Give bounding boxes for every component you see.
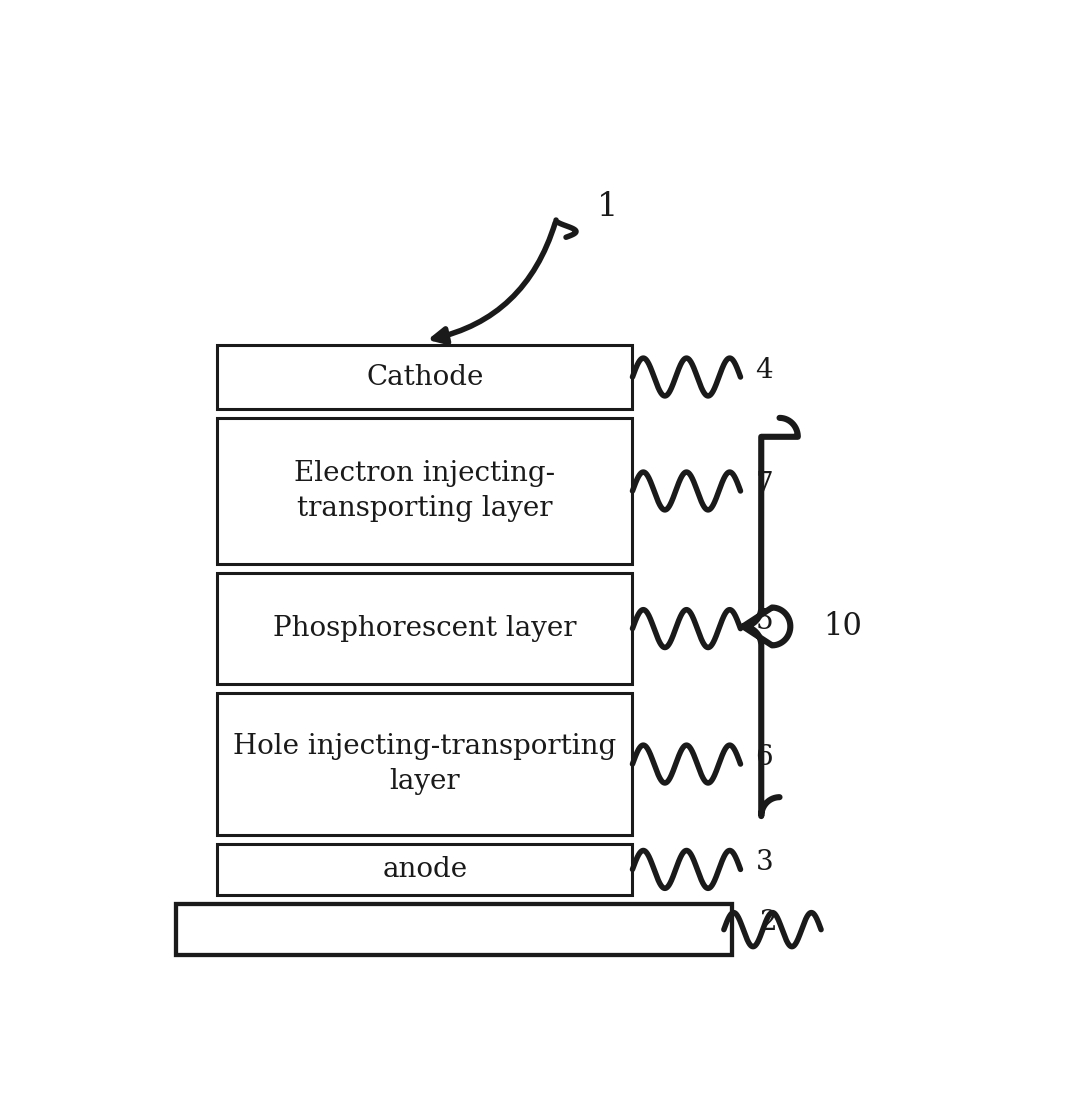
Text: anode: anode — [383, 856, 467, 882]
Bar — [176, 904, 732, 955]
Text: 10: 10 — [823, 611, 863, 642]
Text: Cathode: Cathode — [367, 363, 483, 391]
Text: Hole injecting-transporting
layer: Hole injecting-transporting layer — [233, 733, 616, 795]
Text: Phosphorescent layer: Phosphorescent layer — [273, 615, 577, 642]
Text: 3: 3 — [756, 849, 773, 876]
Bar — [217, 418, 632, 564]
Text: 2: 2 — [760, 909, 777, 936]
Text: Electron injecting-
transporting layer: Electron injecting- transporting layer — [294, 460, 555, 522]
Bar — [217, 843, 632, 895]
Text: 1: 1 — [597, 191, 619, 223]
Text: 6: 6 — [756, 744, 773, 771]
Bar — [217, 573, 632, 685]
Bar — [217, 693, 632, 836]
Text: 4: 4 — [756, 356, 773, 383]
Text: 5: 5 — [756, 609, 773, 636]
Text: 7: 7 — [756, 470, 773, 497]
Bar — [217, 345, 632, 409]
